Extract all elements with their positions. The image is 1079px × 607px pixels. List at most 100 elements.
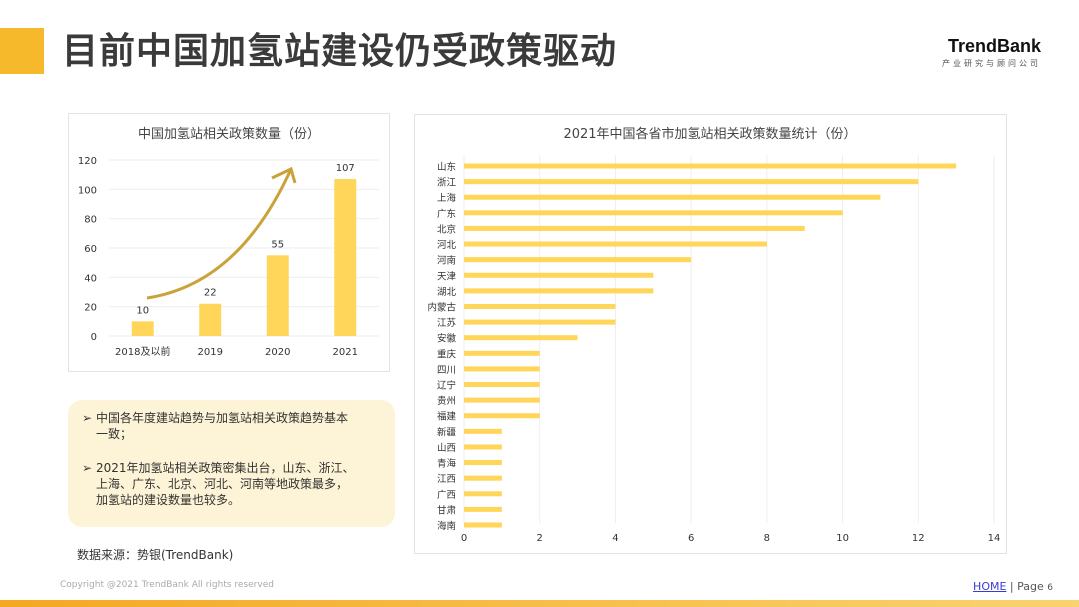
- summary-note: ➢ 中国各年度建站趋势与加氢站相关政策趋势基本一致； ➢ 2021年加氢站相关政策密…: [68, 400, 395, 527]
- bar: [334, 179, 357, 336]
- y-category-label: 湖北: [437, 287, 457, 298]
- x-tick-label: 2018及以前: [115, 345, 170, 358]
- logo: TrendBank 产业研究与顾问公司: [942, 36, 1041, 69]
- bar: [464, 350, 540, 356]
- bar: [266, 255, 289, 336]
- y-category-label: 天津: [437, 271, 457, 282]
- y-tick-label: 20: [84, 303, 97, 314]
- bottom-bar: [0, 600, 1079, 607]
- logo-subtitle: 产业研究与顾问公司: [942, 59, 1041, 68]
- x-tick-label: 4: [612, 533, 618, 544]
- y-category-label: 贵州: [437, 395, 456, 407]
- y-category-label: 新疆: [437, 426, 457, 438]
- copyright: Copyright @2021 TrendBank All rights res…: [60, 580, 274, 590]
- bar: [199, 303, 222, 336]
- bullet-arrow-icon: ➢: [82, 461, 93, 475]
- pager: HOME | Page 6: [973, 580, 1053, 593]
- note-text: 2021年加氢站相关政策密集出台，山东、浙江、上海、广东、北京、河北、河南等地政…: [96, 461, 355, 507]
- y-category-label: 河北: [437, 239, 457, 251]
- chart-title: 中国加氢站相关政策数量（份）: [138, 126, 320, 142]
- bar: [464, 413, 540, 419]
- x-tick-label: 10: [836, 533, 849, 544]
- y-tick-label: 80: [84, 215, 97, 226]
- x-tick-label: 2020: [265, 347, 290, 358]
- bar: [464, 491, 502, 497]
- x-tick-label: 2021: [333, 347, 358, 358]
- data-label: 107: [336, 163, 355, 174]
- home-link[interactable]: HOME: [973, 580, 1007, 593]
- bar: [464, 475, 502, 481]
- y-category-label: 内蒙古: [427, 301, 456, 313]
- policy-count-chart: 中国加氢站相关政策数量（份） 0 20 40 60 80 100 120 10 2018及以前 2…: [68, 113, 390, 372]
- note-item: ➢ 2021年加氢站相关政策密集出台，山东、浙江、上海、广东、北京、河北、河南等地…: [82, 460, 356, 508]
- data-label: 55: [271, 239, 284, 250]
- trend-arrowhead-icon: [271, 166, 297, 184]
- x-tick-label: 6: [688, 533, 694, 544]
- y-tick-label: 60: [84, 244, 97, 255]
- bar: [464, 460, 502, 466]
- y-tick-label: 0: [91, 332, 97, 343]
- y-category-label: 海南: [437, 520, 456, 532]
- page-label: | Page: [1009, 580, 1044, 593]
- bar: [464, 257, 692, 263]
- trend-arrow-icon: [146, 168, 293, 300]
- bar: [464, 397, 540, 403]
- y-category-label: 四川: [437, 365, 456, 376]
- note-item: ➢ 中国各年度建站趋势与加氢站相关政策趋势基本一致；: [82, 410, 356, 442]
- x-tick-label: 0: [461, 533, 467, 544]
- y-category-label: 安徽: [437, 333, 457, 345]
- data-label: 22: [204, 288, 217, 299]
- policy-count-chart-svg: 中国加氢站相关政策数量（份） 0 20 40 60 80 100 120 10 2018及以前 2…: [78, 126, 379, 358]
- bar: [464, 319, 616, 325]
- x-tick-label: 8: [764, 533, 770, 544]
- bar: [464, 522, 502, 528]
- y-category-label: 青海: [437, 458, 457, 470]
- chart-title: 2021年中国各省市加氢站相关政策数量统计（份）: [563, 126, 856, 142]
- x-tick-label: 12: [912, 533, 925, 544]
- page-number: 6: [1047, 583, 1053, 593]
- province-policy-chart: 2021年中国各省市加氢站相关政策数量统计（份） 0 2 4 6 8 10 12 14 山东浙江…: [414, 114, 1007, 554]
- page-title: 目前中国加氢站建设仍受政策驱动: [62, 31, 618, 72]
- y-tick-label: 120: [78, 156, 97, 167]
- province-policy-chart-svg: 2021年中国各省市加氢站相关政策数量统计（份） 0 2 4 6 8 10 12 14 山东浙江…: [427, 126, 1001, 544]
- note-text: 中国各年度建站趋势与加氢站相关政策趋势基本一致；: [96, 411, 349, 441]
- bar: [464, 444, 502, 450]
- data-source: 数据来源：势银(TrendBank): [77, 548, 234, 562]
- y-category-label: 广西: [437, 489, 456, 501]
- x-tick-label: 2: [537, 533, 543, 544]
- y-category-label: 辽宁: [437, 380, 456, 392]
- y-tick-label: 40: [84, 273, 97, 284]
- bar: [131, 321, 154, 336]
- y-category-label: 福建: [437, 411, 457, 423]
- bullet-arrow-icon: ➢: [82, 411, 93, 425]
- bar: [464, 382, 540, 388]
- logo-name: TrendBank: [947, 36, 1041, 56]
- y-category-label: 广东: [437, 208, 456, 220]
- y-category-label: 山西: [437, 443, 456, 454]
- y-category-label: 浙江: [437, 177, 457, 189]
- bar: [464, 428, 502, 434]
- y-category-label: 甘肃: [437, 504, 456, 516]
- bar: [464, 506, 502, 512]
- y-tick-label: 100: [78, 185, 97, 196]
- bar: [464, 179, 919, 185]
- data-label: 10: [136, 305, 149, 316]
- bar: [464, 335, 578, 341]
- bar: [464, 194, 881, 200]
- y-category-label: 河南: [437, 255, 456, 267]
- bar: [464, 366, 540, 372]
- y-category-label: 山东: [437, 161, 456, 173]
- y-category-label: 江西: [437, 474, 456, 485]
- y-category-label: 北京: [437, 223, 456, 235]
- y-category-label: 重庆: [437, 348, 457, 360]
- x-tick-label: 14: [988, 533, 1001, 544]
- bar: [464, 210, 843, 216]
- bar: [464, 288, 654, 294]
- bar: [464, 272, 654, 278]
- bar: [464, 163, 957, 169]
- bar: [464, 303, 616, 309]
- y-category-label: 江苏: [437, 317, 457, 329]
- bar: [464, 225, 805, 231]
- y-category-label: 上海: [437, 192, 457, 204]
- bar: [464, 241, 767, 247]
